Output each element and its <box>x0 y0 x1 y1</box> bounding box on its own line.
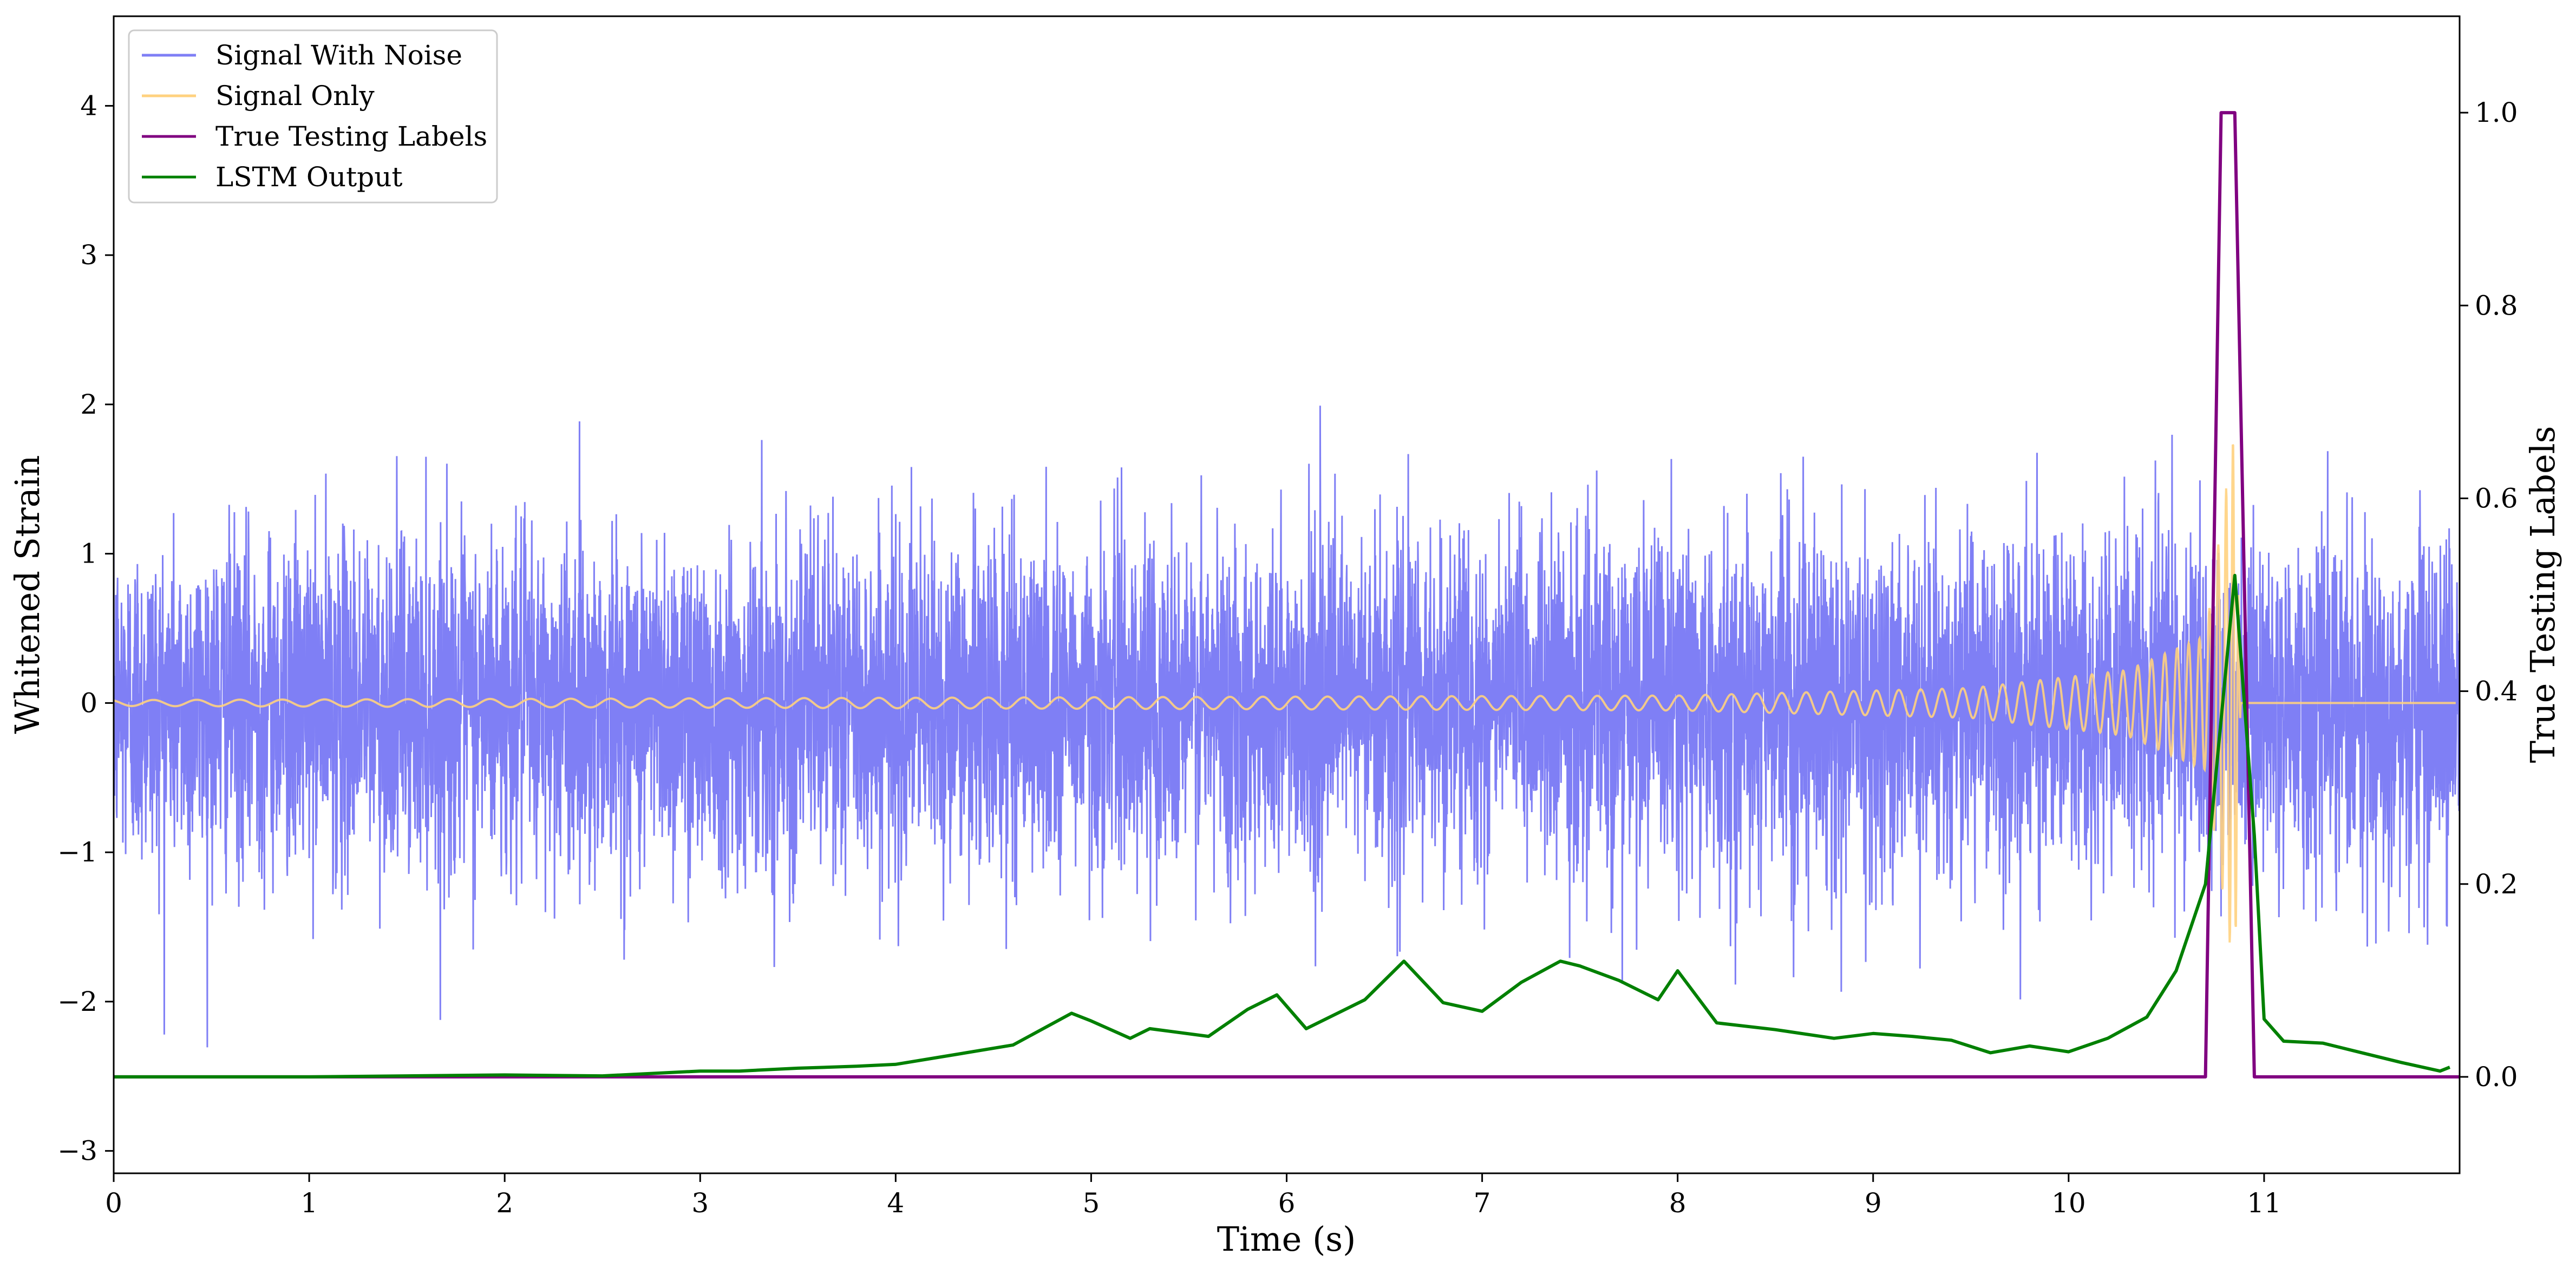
x-tick-label: 6 <box>1278 1187 1296 1219</box>
legend-label-signal-with-noise: Signal With Noise <box>215 40 462 71</box>
x-tick-label: 2 <box>496 1187 513 1219</box>
y-tick-label: 4 <box>80 90 97 121</box>
true-testing-labels-line <box>114 111 2460 1079</box>
signal-with-noise-trace <box>114 406 2460 1048</box>
x-axis-label: Time (s) <box>1217 1219 1356 1259</box>
legend-label-signal-only: Signal Only <box>215 80 375 112</box>
legend-label-true-testing-labels: True Testing Labels <box>215 121 487 152</box>
y-axis-left: −3 −2 −1 0 1 2 3 4 <box>57 90 114 1167</box>
x-tick-label: 9 <box>1865 1187 1882 1219</box>
lstm-output-trace <box>114 573 2451 1079</box>
x-tick-label: 3 <box>691 1187 709 1219</box>
legend-box <box>128 29 498 204</box>
signal-only-trace <box>114 444 2456 943</box>
y-tick-label: 3 <box>80 239 97 271</box>
y-right-tick-label: 0.6 <box>2475 482 2518 514</box>
y-tick-label: −2 <box>57 986 97 1017</box>
y-tick-label: 2 <box>80 389 97 420</box>
x-axis: 0 1 2 3 4 5 6 7 8 9 10 11 <box>105 1173 2281 1219</box>
y-tick-label: −3 <box>57 1135 97 1167</box>
x-tick-label: 10 <box>2051 1187 2086 1219</box>
y-tick-label: 1 <box>80 538 97 570</box>
x-tick-label: 1 <box>300 1187 318 1219</box>
y-axis-right: 0.0 0.2 0.4 0.6 0.8 1.0 <box>2460 97 2518 1093</box>
y-axis-label: Whitened Strain <box>8 455 47 734</box>
signal-with-noise-line <box>114 406 2460 1048</box>
y-tick-label: −1 <box>57 837 97 868</box>
x-tick-label: 11 <box>2247 1187 2281 1219</box>
x-tick-label: 0 <box>105 1187 122 1219</box>
legend: Signal With Noise Signal Only True Testi… <box>128 29 498 204</box>
plot-area <box>114 111 2460 1079</box>
legend-label-lstm-output: LSTM Output <box>215 161 402 193</box>
y-right-tick-label: 1.0 <box>2475 97 2518 128</box>
x-tick-label: 5 <box>1083 1187 1100 1219</box>
x-tick-label: 4 <box>887 1187 904 1219</box>
true-testing-labels-trace <box>114 111 2460 1079</box>
lstm-output-line <box>114 573 2451 1079</box>
y-right-tick-label: 0.8 <box>2475 290 2518 321</box>
y-axis-right-label: True Testing Labels <box>2523 426 2562 763</box>
y-right-tick-label: 0.4 <box>2475 676 2518 707</box>
y-tick-label: 0 <box>80 687 97 718</box>
signal-only-line <box>114 444 2456 943</box>
x-tick-label: 7 <box>1474 1187 1491 1219</box>
y-right-tick-label: 0.2 <box>2475 868 2518 900</box>
x-tick-label: 8 <box>1669 1187 1686 1219</box>
y-right-tick-label: 0.0 <box>2475 1061 2518 1093</box>
